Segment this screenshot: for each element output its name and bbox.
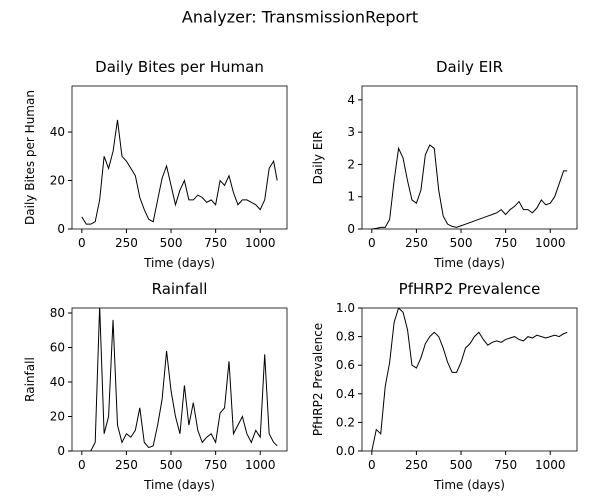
subplot-title: Rainfall [152, 280, 208, 298]
y-tick-label: 3 [347, 125, 355, 139]
y-tick-label: 0 [347, 222, 355, 236]
x-tick-label: 0 [368, 458, 376, 472]
x-tick-label: 1000 [535, 458, 566, 472]
y-axis-label: Daily Bites per Human [23, 90, 37, 225]
x-tick-label: 250 [405, 236, 428, 250]
data-line [81, 119, 278, 225]
x-tick-label: 750 [494, 458, 517, 472]
y-tick-label: 1.0 [336, 301, 355, 315]
data-line [371, 308, 568, 451]
x-tick-label: 750 [494, 236, 517, 250]
subplot-title: PfHRP2 Prevalence [399, 280, 541, 298]
y-tick-label: 40 [50, 375, 65, 389]
x-tick-label: 500 [450, 458, 473, 472]
y-tick-label: 0.2 [336, 415, 355, 429]
y-tick-label: 4 [347, 93, 355, 107]
y-tick-label: 0.8 [336, 330, 355, 344]
x-axis-label: Time (days) [433, 256, 505, 270]
x-axis-label: Time (days) [433, 478, 505, 492]
x-tick-label: 500 [160, 236, 183, 250]
y-tick-label: 0.4 [336, 387, 355, 401]
x-tick-label: 0 [368, 236, 376, 250]
y-tick-label: 80 [50, 306, 65, 320]
figure-title: Analyzer: TransmissionReport [182, 8, 418, 27]
y-axis-label: Daily EIR [311, 131, 325, 185]
axes-frame [71, 85, 288, 230]
x-tick-label: 750 [204, 458, 227, 472]
x-axis-label: Time (days) [143, 256, 215, 270]
subplot-title: Daily EIR [436, 58, 503, 76]
y-tick-label: 40 [50, 125, 65, 139]
y-axis-label: PfHRP2 Prevalence [311, 323, 325, 436]
y-tick-label: 20 [50, 174, 65, 188]
x-tick-label: 250 [115, 236, 138, 250]
y-tick-label: 1 [347, 190, 355, 204]
x-tick-label: 750 [204, 236, 227, 250]
axes-frame [71, 307, 288, 452]
x-tick-label: 0 [78, 236, 86, 250]
axes-frame [361, 307, 578, 452]
axes-frame [361, 85, 578, 230]
x-tick-label: 500 [450, 236, 473, 250]
x-tick-label: 500 [160, 458, 183, 472]
subplot-title: Daily Bites per Human [95, 58, 264, 76]
x-tick-label: 0 [78, 458, 86, 472]
y-tick-label: 20 [50, 410, 65, 424]
y-tick-label: 0.0 [336, 444, 355, 458]
y-tick-label: 0 [57, 222, 65, 236]
x-tick-label: 250 [405, 458, 428, 472]
x-tick-label: 1000 [535, 236, 566, 250]
y-axis-label: Rainfall [23, 357, 37, 402]
x-tick-label: 1000 [245, 458, 276, 472]
x-tick-label: 250 [115, 458, 138, 472]
y-tick-label: 60 [50, 341, 65, 355]
x-tick-label: 1000 [245, 236, 276, 250]
subplot: Rainfall Time (days) Rainfall 0 250 500 750 100… [23, 280, 288, 492]
subplot: Daily EIR Time (days) Daily EIR 0 250 500 750 1… [311, 58, 578, 270]
data-line [81, 308, 278, 451]
data-line [371, 144, 568, 229]
y-tick-label: 2 [347, 157, 355, 171]
subplot: Daily Bites per Human Time (days) Daily Bi… [23, 58, 288, 270]
y-tick-label: 0.6 [336, 358, 355, 372]
y-tick-label: 0 [57, 444, 65, 458]
x-axis-label: Time (days) [143, 478, 215, 492]
subplot: PfHRP2 Prevalence Time (days) PfHRP2 Preva… [311, 280, 578, 492]
